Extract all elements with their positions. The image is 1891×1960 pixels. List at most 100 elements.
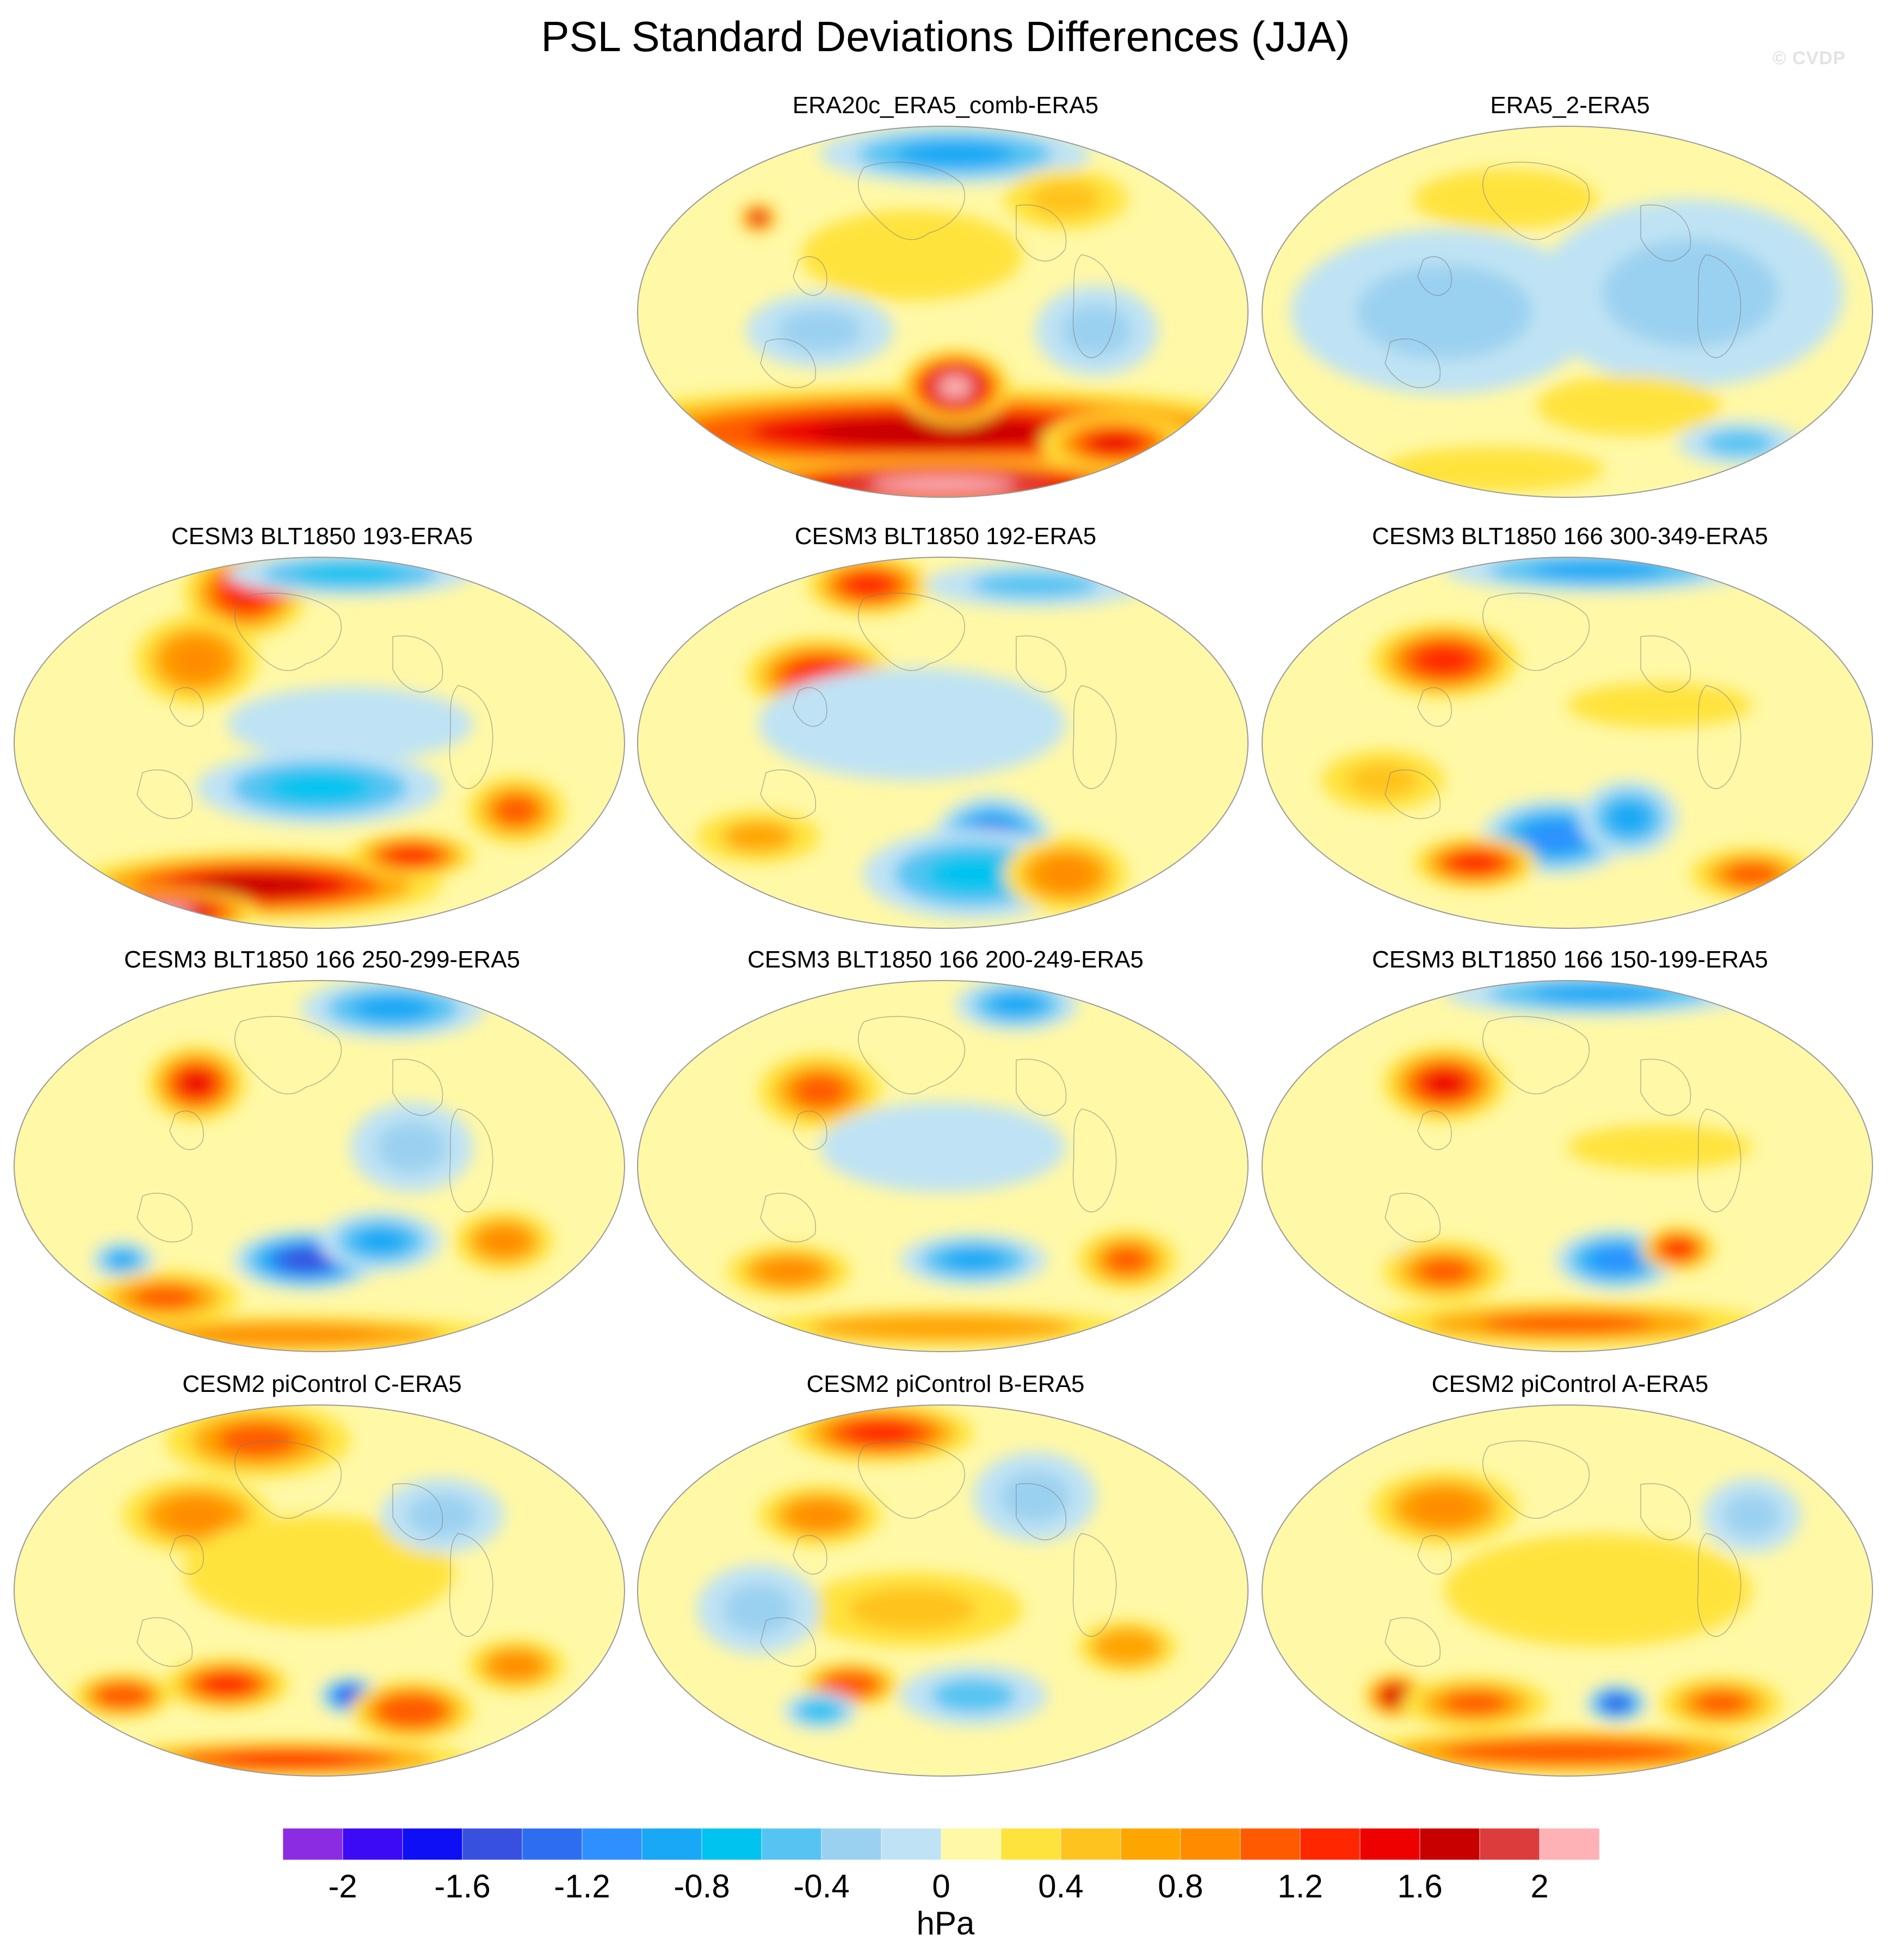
colorbar-swatch bbox=[881, 1828, 942, 1860]
map-border bbox=[1262, 1404, 1873, 1777]
map-plot bbox=[637, 980, 1249, 1352]
coastline bbox=[760, 162, 1117, 389]
coastline bbox=[760, 1016, 1117, 1243]
anomaly-contour bbox=[1348, 763, 1418, 798]
anomaly-contour bbox=[848, 1587, 976, 1631]
anomaly-contour bbox=[990, 993, 1043, 1016]
anomaly-contour bbox=[184, 1515, 455, 1628]
anomaly-contour bbox=[832, 1676, 869, 1693]
map-plot bbox=[14, 980, 625, 1352]
anomaly-contour bbox=[1606, 1134, 1713, 1161]
panel-title: CESM2 piControl B-ERA5 bbox=[806, 1371, 1085, 1397]
map-plot bbox=[1262, 126, 1873, 498]
anomaly-contour bbox=[389, 847, 434, 864]
coastline bbox=[1385, 1016, 1741, 1243]
map-plot bbox=[637, 557, 1249, 929]
coastline bbox=[1385, 593, 1741, 819]
anomaly-contour bbox=[1453, 853, 1498, 873]
map-panel: CESM3 BLT1850 166 250-299-ERA5 bbox=[12, 946, 632, 1365]
map-panel: CESM2 piControl B-ERA5 bbox=[635, 1370, 1256, 1789]
colorbar bbox=[283, 1828, 1599, 1860]
colorbar-tick-label: 1.2 bbox=[1277, 1868, 1323, 1904]
anomaly-contour bbox=[1606, 1697, 1627, 1710]
anomaly-contour bbox=[495, 796, 537, 825]
map-border bbox=[14, 1404, 625, 1777]
anomaly-contour bbox=[296, 564, 404, 584]
anomaly-contour bbox=[1417, 646, 1472, 674]
anomaly-contour bbox=[1443, 1692, 1507, 1715]
colorbar-swatch bbox=[1419, 1828, 1480, 1860]
anomaly-contour bbox=[283, 1250, 331, 1270]
anomaly-contour bbox=[340, 1690, 360, 1702]
chart-title: PSL Standard Deviations Differences (JJA… bbox=[541, 13, 1350, 60]
map-plot bbox=[1262, 557, 1873, 929]
anomaly-contour bbox=[1422, 1070, 1467, 1098]
anomaly-contour bbox=[812, 417, 1049, 447]
anomaly-contour bbox=[376, 1121, 447, 1174]
map-panel: CESM2 piControl C-ERA5 bbox=[12, 1370, 632, 1789]
anomaly-contour bbox=[205, 1674, 250, 1694]
anomaly-contour bbox=[1489, 1743, 1646, 1760]
anomaly-contour bbox=[752, 213, 764, 223]
colorbar-units-label: hPa bbox=[916, 1905, 975, 1941]
anomaly-contour bbox=[896, 141, 1014, 168]
colorbar-tick-label: 1.6 bbox=[1397, 1868, 1443, 1904]
anomaly-contour bbox=[482, 1228, 526, 1254]
colorbar-tick-label: 0.8 bbox=[1158, 1868, 1203, 1904]
panel-title: ERA5_2-ERA5 bbox=[1490, 92, 1650, 119]
anomaly-contour bbox=[848, 1422, 915, 1444]
anomaly-contour bbox=[227, 686, 473, 762]
map-panel: CESM3 BLT1850 166 300-349-ERA5 bbox=[1260, 522, 1880, 941]
colorbar-tick-label: 2 bbox=[1530, 1868, 1549, 1904]
anomaly-contour bbox=[1030, 182, 1101, 217]
anomaly-contour bbox=[871, 477, 1015, 492]
map-border bbox=[14, 557, 625, 929]
panel-title: CESM3 BLT1850 166 300-349-ERA5 bbox=[1371, 523, 1769, 550]
colorbar-swatch bbox=[1120, 1828, 1181, 1860]
map-plot bbox=[1262, 1404, 1873, 1777]
anomaly-contour bbox=[1061, 304, 1132, 357]
colorbar-swatch bbox=[941, 1828, 1002, 1860]
anomaly-contour bbox=[109, 1252, 136, 1268]
colorbar-tick-label: -0.8 bbox=[673, 1868, 730, 1904]
map-panel: ERA20c_ERA5_comb-ERA5 bbox=[635, 91, 1256, 510]
colorbar-swatch bbox=[1300, 1828, 1361, 1860]
anomaly-contour bbox=[1531, 560, 1665, 580]
anomaly-contour bbox=[1607, 802, 1651, 834]
anomaly-contour bbox=[1528, 823, 1582, 850]
colorbar-swatch bbox=[1060, 1828, 1121, 1860]
anomaly-contour bbox=[938, 375, 972, 398]
anomaly-contour bbox=[848, 229, 976, 282]
map-plot bbox=[14, 1404, 625, 1777]
anomaly-contour bbox=[1105, 1635, 1149, 1659]
map-border bbox=[1262, 557, 1873, 929]
map-plot bbox=[637, 1404, 1249, 1777]
map-border bbox=[637, 126, 1249, 498]
colorbar-swatch bbox=[701, 1828, 762, 1860]
anomaly-contour bbox=[931, 1678, 1016, 1713]
anomaly-contour bbox=[104, 1687, 141, 1704]
anomaly-contour bbox=[164, 1499, 228, 1532]
anomaly-contour bbox=[941, 1248, 1006, 1272]
map-panel: CESM3 BLT1850 166 150-199-ERA5 bbox=[1260, 946, 1880, 1365]
colorbar-tick-label: -1.2 bbox=[554, 1868, 610, 1904]
anomaly-contour bbox=[971, 572, 1099, 599]
anomaly-contour bbox=[1725, 862, 1778, 886]
coastline bbox=[137, 1440, 493, 1667]
colorbar-swatch bbox=[522, 1828, 583, 1860]
colorbar-tick-label: 0.4 bbox=[1038, 1868, 1084, 1904]
anomaly-contour bbox=[863, 1319, 1023, 1336]
anomaly-contour bbox=[1412, 1491, 1476, 1525]
colorbar-swatch bbox=[1000, 1828, 1061, 1860]
map-panel: CESM3 BLT1850 192-ERA5 bbox=[635, 522, 1256, 941]
map-border bbox=[637, 557, 1249, 929]
panel-title: CESM3 BLT1850 193-ERA5 bbox=[171, 523, 473, 550]
anomaly-contour bbox=[199, 874, 317, 897]
anomaly-contour bbox=[1444, 1534, 1752, 1647]
map-panel: CESM3 BLT1850 166 200-249-ERA5 bbox=[635, 946, 1256, 1365]
anomaly-contour bbox=[1704, 430, 1775, 457]
anomaly-contour bbox=[820, 1102, 1066, 1193]
panel-title: CESM3 BLT1850 166 150-199-ERA5 bbox=[1371, 946, 1769, 973]
coastline bbox=[1385, 1440, 1741, 1667]
anomaly-contour bbox=[1536, 375, 1721, 436]
